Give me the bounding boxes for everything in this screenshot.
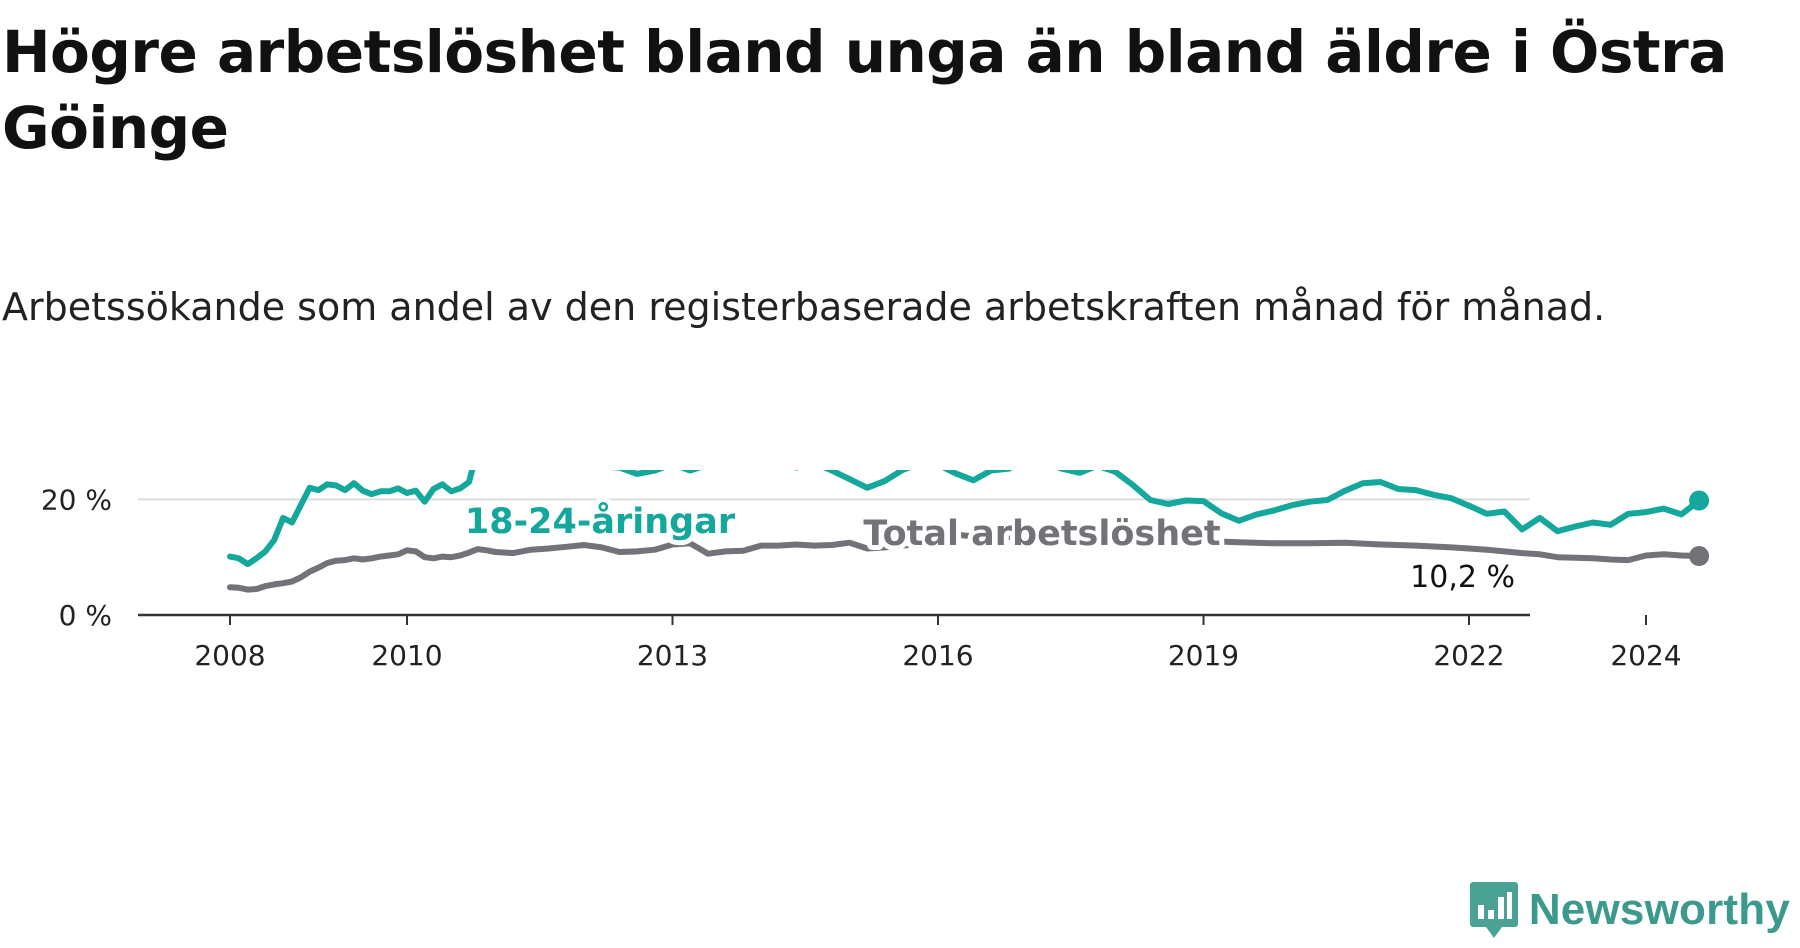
chart-subtitle: Arbetssökande som andel av den registerb… bbox=[2, 285, 1606, 329]
y-tick-label: 20 % bbox=[41, 483, 112, 516]
newsworthy-logo: Newsworthy bbox=[1469, 880, 1790, 940]
x-tick-label: 2022 bbox=[1433, 639, 1504, 672]
x-tick-label: 2008 bbox=[194, 639, 265, 672]
series-line-total bbox=[227, 531, 1703, 593]
chart-title: Högre arbetslöshet bland unga än bland ä… bbox=[2, 18, 1727, 162]
series-labels: 18-24-åringar Total arbetslöshet 19,8 % 10,… bbox=[460, 470, 1515, 595]
newsworthy-icon bbox=[1469, 882, 1518, 938]
series-line-youth bbox=[227, 470, 1703, 568]
end-point-total bbox=[1689, 546, 1710, 567]
line-chart: 0 % 20 % 2008 2010 2013 2016 2019 2022 2024 18-… bbox=[41, 470, 1710, 672]
newsworthy-wordmark: Newsworthy bbox=[1528, 885, 1790, 934]
y-tick-label: 0 % bbox=[59, 599, 112, 632]
series-lines bbox=[227, 470, 1710, 593]
x-tick-label: 2010 bbox=[371, 639, 442, 672]
y-axis-ticks: 0 % 20 % bbox=[41, 483, 112, 632]
end-point-youth bbox=[1689, 490, 1710, 511]
x-tick-label: 2016 bbox=[902, 639, 973, 672]
series-label-youth: 18-24-åringar bbox=[465, 501, 736, 542]
end-value-youth: 19,8 % bbox=[1410, 470, 1515, 473]
x-axis: 2008 2010 2013 2016 2019 2022 2024 bbox=[138, 613, 1682, 672]
series-label-total: Total arbetslöshet bbox=[863, 514, 1220, 554]
end-value-total: 10,2 % bbox=[1410, 560, 1515, 595]
x-tick-label: 2019 bbox=[1168, 639, 1239, 672]
x-tick-label: 2024 bbox=[1610, 639, 1681, 672]
x-tick-label: 2013 bbox=[637, 639, 708, 672]
